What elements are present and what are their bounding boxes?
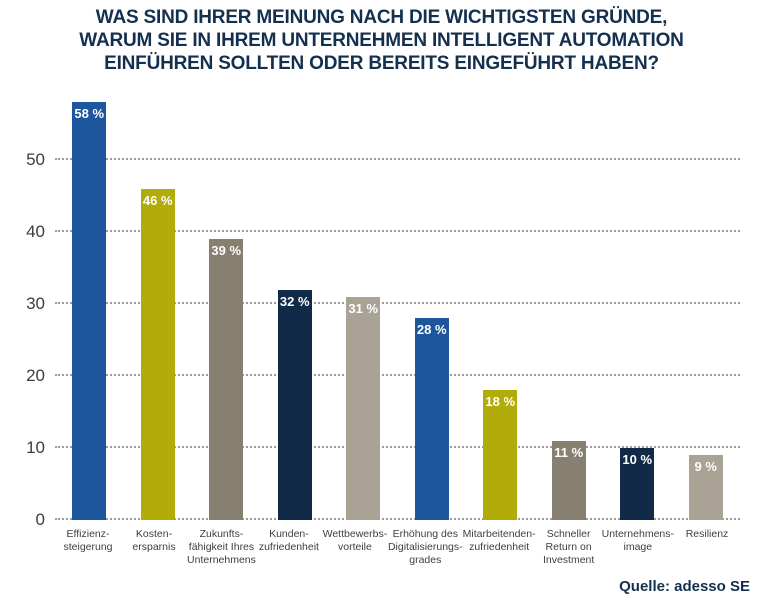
bar-value-label: 9 % — [694, 459, 717, 475]
gridline — [55, 302, 740, 304]
bar: 10 % — [620, 448, 655, 520]
bar-value-label: 31 % — [348, 300, 379, 316]
bar-value-label: 18 % — [485, 394, 516, 410]
bar-column: 39 % — [192, 95, 261, 520]
x-axis-labels: Effizienz- steigerung Kosten- ersparnis Zu… — [55, 528, 740, 567]
x-axis-label: Erhöhung des Digitalisierungs- grades — [387, 528, 463, 566]
bar-value-label: 58 % — [74, 106, 105, 122]
x-axis-label: Kunden- zufriedenheit — [258, 528, 319, 553]
bar-column: 11 % — [535, 95, 604, 520]
gridline — [55, 446, 740, 448]
y-axis-tick-label: 50 — [26, 150, 45, 169]
x-axis-label: Mitarbeitenden- zufriedenheit — [462, 528, 536, 553]
bar: 28 % — [414, 318, 449, 520]
gridline — [55, 518, 740, 520]
bar-value-label: 46 % — [142, 192, 173, 208]
chart-title: WAS SIND IHRER MEINUNG NACH DIE WICHTIGS… — [79, 7, 684, 74]
source-credit: Quelle: adesso SE — [619, 578, 750, 595]
bar: 58 % — [72, 102, 107, 520]
gridline — [55, 374, 740, 376]
bars-container: 58 % 46 % 39 % 32 % 31 % 28 % 18 % 11 % 10 % 9 % — [55, 95, 740, 520]
bar: 9 % — [688, 455, 723, 520]
x-axis-label: Effizienz- steigerung — [63, 528, 113, 553]
bar: 18 % — [483, 390, 518, 520]
bar-column: 28 % — [398, 95, 467, 520]
gridline — [55, 158, 740, 160]
bar-column: 31 % — [329, 95, 398, 520]
bar-value-label: 10 % — [622, 452, 653, 467]
bar-value-label: 32 % — [279, 293, 310, 309]
bar-column: 9 % — [672, 95, 741, 520]
bar: 11 % — [551, 440, 586, 520]
bar-value-label: 28 % — [416, 322, 447, 338]
y-axis-tick-label: 30 — [26, 294, 45, 313]
y-axis-tick-label: 10 — [26, 438, 45, 457]
bar-value-label: 39 % — [211, 243, 242, 259]
bar-value-label: 11 % — [554, 444, 584, 460]
y-axis-tick-label: 0 — [35, 510, 45, 529]
bar-column: 32 % — [261, 95, 330, 520]
bar-column: 46 % — [124, 95, 193, 520]
plot-area: 0 10 20 30 40 50 58 % 46 % 39 % 32 % 31 % 28 % 18 %… — [26, 95, 740, 566]
bar-column: 58 % — [55, 95, 124, 520]
x-axis-label: Zukunfts- fähigkeit Ihres Unternehmens — [187, 528, 256, 566]
bar: 46 % — [140, 188, 175, 520]
x-axis-label: Resilienz — [685, 528, 729, 540]
bar: 31 % — [346, 296, 381, 520]
x-axis-label: Kosten- ersparnis — [132, 528, 176, 553]
x-axis-label: Unternehmens- image — [601, 528, 674, 553]
bar-column: 10 % — [603, 95, 672, 520]
x-axis-label: Wettbewerbs- vorteile — [322, 528, 388, 553]
gridline — [55, 230, 740, 232]
y-axis-tick-label: 40 — [26, 222, 45, 241]
bar: 39 % — [209, 239, 244, 520]
x-axis-label: Schneller Return on Investment — [542, 528, 595, 566]
bar-column: 18 % — [466, 95, 535, 520]
y-axis-tick-label: 20 — [26, 366, 45, 385]
bar: 32 % — [277, 289, 312, 520]
gridlines: 0 10 20 30 40 50 — [26, 95, 740, 528]
